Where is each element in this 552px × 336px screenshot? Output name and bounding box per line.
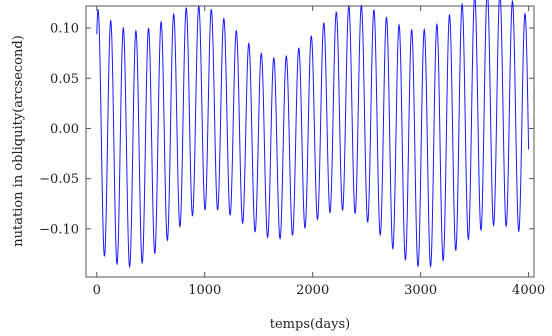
series-line xyxy=(96,0,530,269)
x-ticks: 0 1000 2000 3000 4000 xyxy=(93,6,545,298)
x-axis-title: temps(days) xyxy=(270,317,350,332)
x-tick-label: 4000 xyxy=(512,283,545,298)
x-tick-label: 1000 xyxy=(188,283,221,298)
plot-frame xyxy=(85,5,535,278)
y-tick-label: 0.05 xyxy=(50,72,79,87)
x-tick-label: 2000 xyxy=(296,283,329,298)
y-ticks: −0.10 −0.05 0.00 0.05 0.10 xyxy=(39,22,534,237)
y-tick-label: −0.10 xyxy=(39,222,79,237)
x-tick-label: 3000 xyxy=(404,283,437,298)
y-tick-label: −0.05 xyxy=(39,172,79,187)
y-axis-title: nutation in obliquity(arcsecond) xyxy=(11,35,26,247)
y-tick-label: 0.10 xyxy=(50,22,79,37)
y-tick-label: 0.00 xyxy=(50,122,79,137)
x-tick-label: 0 xyxy=(93,283,101,298)
